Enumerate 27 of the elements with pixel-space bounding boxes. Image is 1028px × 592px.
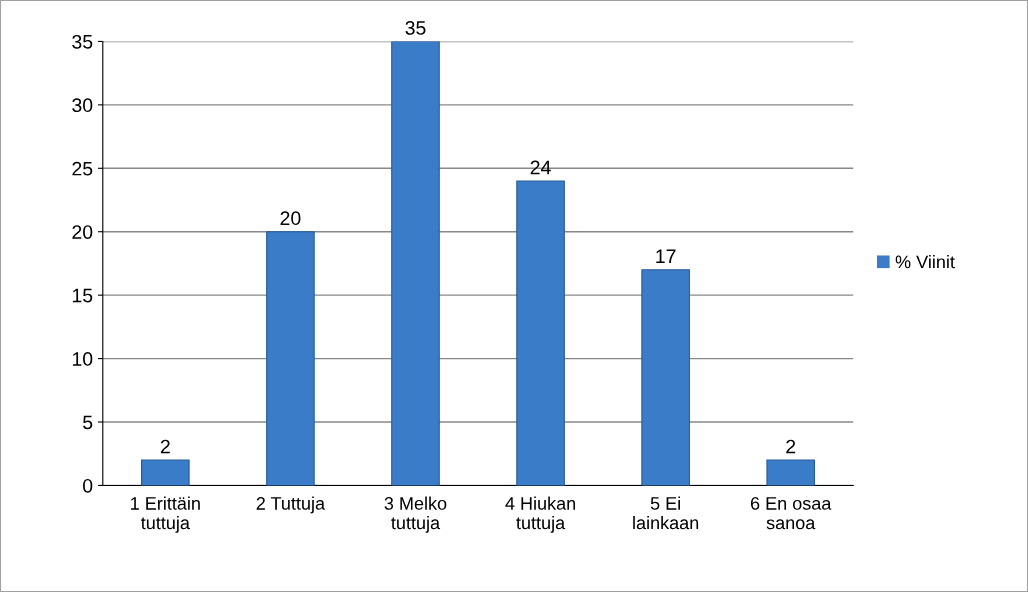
y-tick-label: 35: [72, 34, 93, 49]
x-tick-label: 2 Tuttuja: [256, 496, 326, 514]
y-tick-label: 20: [72, 225, 93, 239]
x-tick-label: 3 Melko tuttuja: [384, 496, 447, 533]
x-tick-label: 5 Ei lainkaan: [633, 496, 699, 530]
y-tick-label: 0: [83, 478, 93, 493]
bar: [266, 231, 315, 486]
y-tick-label: 10: [72, 352, 93, 366]
legend-label: % Viinit: [895, 255, 955, 269]
bar: [766, 459, 816, 486]
data-label: 24: [530, 160, 551, 175]
bar: [391, 41, 440, 486]
data-label: 2: [160, 439, 170, 454]
x-tick-label: 4 Hiukan tuttuja: [505, 496, 576, 533]
data-label: 20: [280, 211, 301, 226]
y-tick-label: 30: [72, 98, 93, 113]
bar: [516, 180, 565, 486]
bar: [141, 459, 190, 486]
x-tick-label: 1 Erittäin tuttuja: [131, 496, 200, 533]
data-label: 2: [786, 439, 796, 454]
data-label: 17: [656, 249, 676, 263]
y-tick-label: 5: [83, 415, 93, 430]
y-tick-label: 25: [72, 161, 93, 176]
bar: [641, 269, 690, 486]
y-tick-label: 15: [72, 288, 93, 303]
data-label: 35: [405, 21, 426, 35]
x-tick-label: 6 En osaa sanoa: [750, 497, 832, 530]
